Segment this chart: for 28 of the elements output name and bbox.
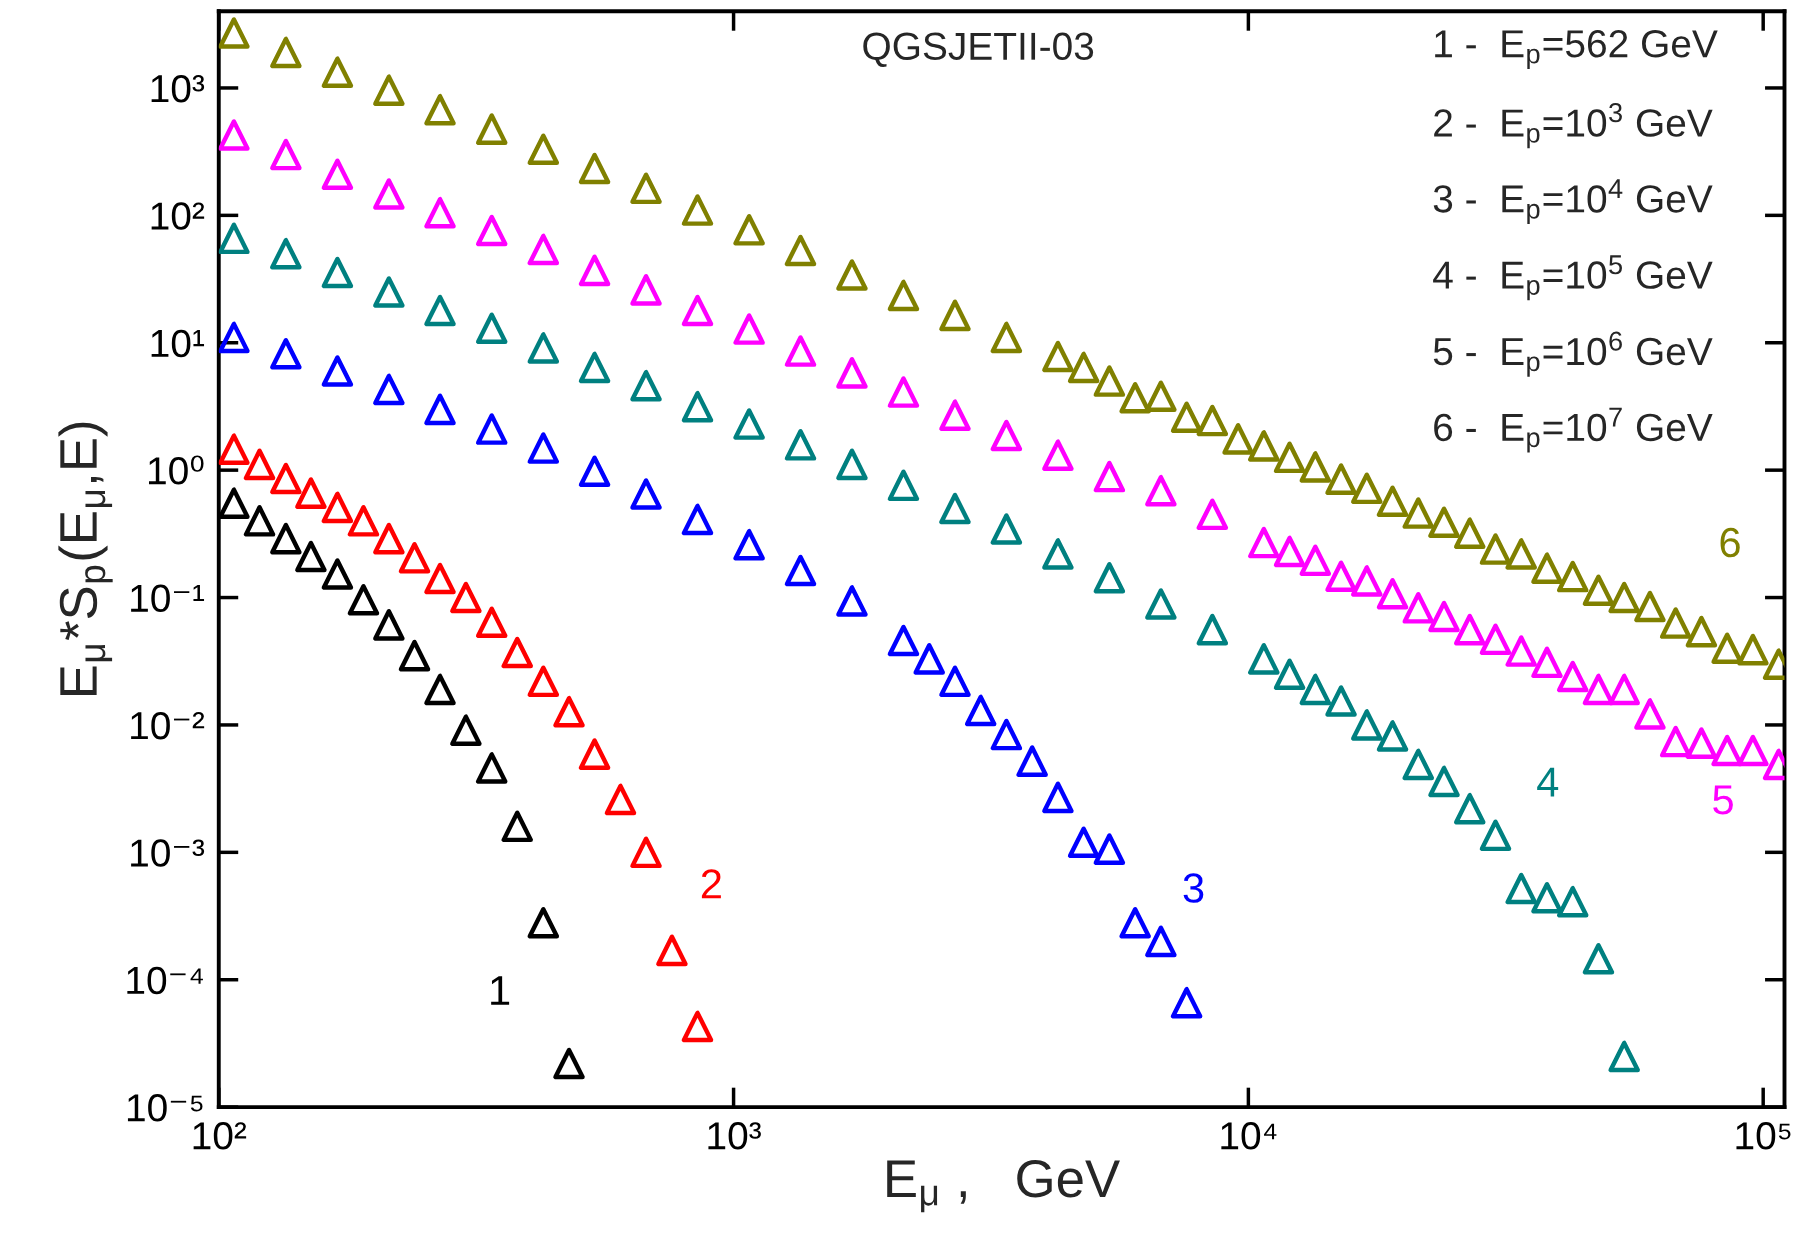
x-axis-title: E$_{μ}$ , GeV [887,1160,1120,1213]
annotation: 2 - E$_{p}$=10$^{3}$ GeV [1434,103,1713,149]
series-label: 3 [1183,873,1204,903]
annotation: 6 - E$_{p}$=10$^{7}$ GeV [1434,407,1713,453]
y-tick-label: 10⁻¹ [131,584,205,613]
y-tick-label: 10³ [151,74,205,103]
series-label: 6 [1720,527,1740,558]
y-axis-title: E$_{μ}$*S$_{p}$(E$_{μ}$,E) [58,422,113,695]
y-tick-label: 10⁻⁴ [127,966,203,995]
annotation: 3 - E$_{p}$=10$^{4}$ GeV [1433,179,1713,225]
x-tick-label: 10⁴ [1221,1122,1277,1150]
series-label: 4 [1537,767,1559,797]
series-label: 2 [701,869,721,899]
series-label: 1 [491,976,510,1005]
y-tick-label: 10⁻³ [131,839,205,867]
x-tick-label: 10⁵ [1736,1122,1791,1150]
annotation: 5 - E$_{p}$=10$^{6}$ GeV [1433,331,1713,377]
annotation: 1 - E$_{p}$=562 GeV [1435,29,1718,69]
x-tick-label: 10³ [708,1122,761,1150]
y-tick-label: 10⁻⁵ [127,1094,203,1122]
annotation: QGSJETII-03 [863,32,1094,68]
series-label: 5 [1713,785,1733,815]
x-tick-label: 10² [193,1122,247,1150]
y-tick-label: 10² [151,202,205,230]
y-tick-label: 10⁰ [149,455,204,485]
y-tick-label: 10¹ [151,329,205,358]
annotation: 4 - E$_{p}$=10$^{5}$ GeV [1433,255,1713,301]
y-tick-label: 10⁻² [131,711,205,740]
